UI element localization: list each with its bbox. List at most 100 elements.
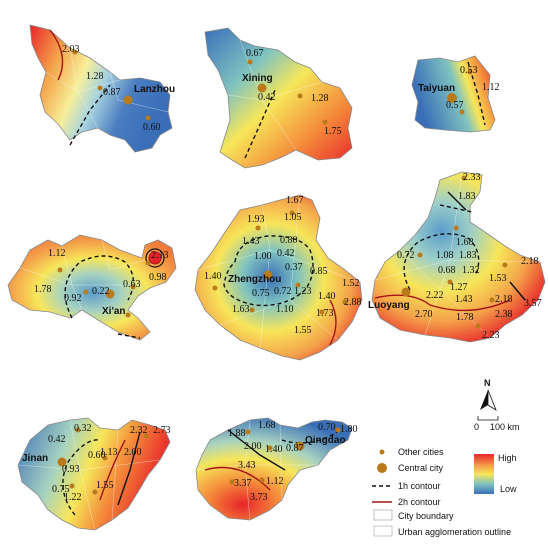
other-city-dot — [461, 175, 467, 181]
value-label: 2.70 — [415, 309, 433, 320]
value-label: 0.72 — [274, 286, 292, 297]
value-label: 1.83 — [459, 250, 477, 261]
other-city-dot — [212, 285, 218, 291]
legend-label-urban-outline: Urban agglomeration outline — [398, 527, 511, 537]
other-city-dot — [322, 119, 328, 125]
value-label: 1.12 — [48, 248, 66, 259]
value-label: 2.32 — [130, 425, 148, 436]
value-label: 2.38 — [495, 309, 513, 320]
region-taiyuan: 0.53 1.12 0.57 Taiyuan — [411, 55, 500, 133]
city-boundary-symbol — [373, 509, 393, 521]
other-city-dot — [267, 445, 273, 451]
value-label: 1.00 — [254, 251, 272, 262]
value-label: 2.00 — [124, 447, 142, 458]
central-city-dot — [263, 270, 273, 280]
other-city-dot — [255, 225, 261, 231]
other-city-dot — [502, 262, 508, 268]
value-label: 0.32 — [74, 423, 92, 434]
north-label: N — [484, 378, 491, 388]
value-label: 0.37 — [285, 262, 303, 273]
value-label: 2.13 — [151, 250, 169, 261]
other-city-dot — [229, 479, 235, 485]
value-label: 0.87 — [286, 443, 304, 454]
central-city-name: Zhengzhou — [228, 274, 281, 285]
legend-label-city-boundary: City boundary — [398, 511, 454, 521]
legend-label-central-city: Central city — [398, 463, 444, 473]
other-city-dot — [69, 483, 75, 489]
contour-2h — [49, 29, 64, 81]
region-luoyang: 2.33 1.83 1.68 1.08 1.83 0.72 0.68 1.32 … — [368, 171, 546, 343]
value-label: 2.23 — [482, 330, 500, 341]
legend: N 0 100 km Other cities Central city 1h … — [372, 378, 520, 537]
value-label: 1.12 — [266, 476, 284, 487]
value-label: 1.78 — [34, 284, 52, 295]
urban-outline-symbol — [373, 525, 393, 537]
region-xian: 1.12 1.78 0.92 0.22 0.63 2.13 0.98 Xi'an — [7, 234, 177, 341]
central-city-symbol — [377, 463, 387, 473]
other-city-dot — [319, 309, 325, 315]
value-gradient-bar — [474, 454, 494, 494]
value-label: 1.93 — [247, 214, 265, 225]
value-label: 1.28 — [311, 93, 329, 104]
value-label: 1.88 — [228, 428, 246, 439]
other-city-dot — [417, 252, 423, 258]
value-label: 1.43 — [455, 294, 473, 305]
value-label: 3.73 — [250, 492, 268, 503]
region-xining-area — [204, 27, 353, 169]
value-label: 1.27 — [450, 282, 468, 293]
other-city-dot — [145, 260, 151, 266]
value-label: 1.83 — [458, 191, 476, 202]
other-city-dot — [489, 297, 495, 303]
region-lanzhou: 2.03 1.28 0.87 0.60 Lanzhou — [29, 24, 175, 153]
value-label: 1.08 — [436, 250, 454, 261]
value-label: 1.22 — [64, 492, 82, 503]
value-label: 0.60 — [143, 122, 161, 133]
region-qingdao-area — [195, 417, 353, 521]
value-label: 1.67 — [286, 195, 304, 206]
central-city-name: Luoyang — [368, 300, 410, 311]
other-city-dot — [125, 312, 131, 318]
contour-2h — [227, 429, 286, 471]
other-city-dot — [335, 427, 341, 433]
value-label: 1.53 — [489, 273, 507, 284]
region-qingdao: 1.68 0.70 1.80 1.88 2.00 1.40 0.87 3.43 … — [195, 417, 358, 521]
value-label: 1.63 — [232, 304, 250, 315]
contour-2h — [99, 439, 126, 501]
legend-label-1h-contour: 1h contour — [398, 481, 441, 491]
contour-1h — [223, 235, 314, 307]
value-label: 0.67 — [246, 48, 264, 59]
value-label: 1.40 — [318, 291, 336, 302]
city-boundaries — [197, 194, 361, 349]
gradient-high-label: High — [498, 453, 517, 463]
value-label: 1.12 — [482, 82, 500, 93]
central-city-name: Xining — [242, 73, 273, 84]
value-label: 0.87 — [103, 87, 121, 98]
scale-start: 0 — [474, 422, 479, 432]
contour-1h — [62, 439, 101, 516]
other-city-dot — [83, 289, 89, 295]
region-jinan-area — [17, 417, 171, 531]
contour-1h — [403, 233, 480, 291]
other-city-dot — [92, 489, 98, 495]
region-xian-area — [7, 234, 177, 341]
value-label: 2.88 — [344, 297, 362, 308]
value-label: 2.03 — [62, 44, 80, 55]
value-label: 3.37 — [234, 478, 252, 489]
value-label: 0.92 — [64, 293, 82, 304]
other-city-dot — [75, 427, 81, 433]
value-label: 2.18 — [521, 256, 539, 267]
contour-1h — [439, 204, 473, 213]
central-city-name: Jinan — [22, 453, 48, 464]
value-label: 0.60 — [88, 450, 106, 461]
contour-2h — [374, 294, 511, 312]
central-city-dot — [295, 441, 305, 451]
value-label: 2.18 — [495, 294, 513, 305]
central-city-dot — [447, 93, 457, 103]
value-label: 1.52 — [342, 278, 360, 289]
contour-2h — [509, 281, 526, 301]
central-city-name: Taiyuan — [418, 83, 455, 94]
other-city-dot — [143, 433, 149, 439]
region-jinan: 0.32 2.32 2.73 0.42 0.60 1.13 2.00 0.93 … — [17, 417, 171, 531]
value-label: 3.43 — [238, 460, 256, 471]
